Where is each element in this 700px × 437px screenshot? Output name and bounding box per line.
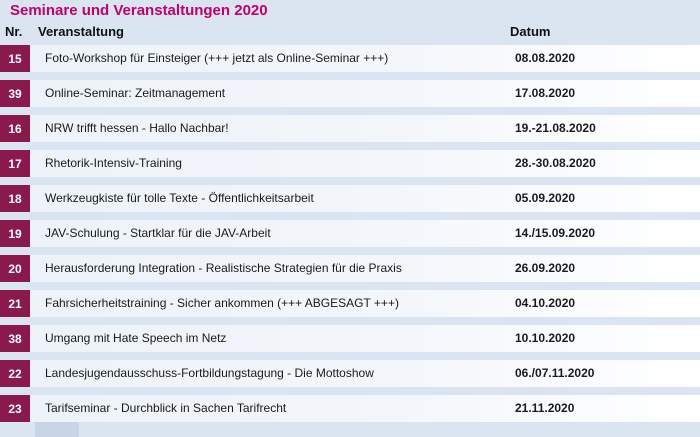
event-title-link[interactable]: Herausforderung Integration - Realistisc… xyxy=(45,261,402,275)
event-row[interactable]: 16 NRW trifft hessen - Hallo Nachbar! 19.-… xyxy=(0,115,700,142)
event-date: 19.-21.08.2020 xyxy=(515,121,596,135)
event-number-badge: 21 xyxy=(0,290,30,317)
event-title-link[interactable]: JAV-Schulung - Startklar für die JAV-Arb… xyxy=(45,226,271,240)
event-number-badge: 18 xyxy=(0,185,30,212)
event-title-link[interactable]: Tarifseminar - Durchblick in Sachen Tari… xyxy=(45,401,287,415)
event-title-link[interactable]: Foto-Workshop für Einsteiger (+++ jetzt … xyxy=(45,51,389,65)
event-date: 10.10.2020 xyxy=(515,331,576,345)
event-title-link[interactable]: Landesjugendausschuss-Fortbildungstagung… xyxy=(45,366,374,380)
event-number-badge: 39 xyxy=(0,80,30,107)
event-row[interactable]: 23 Tarifseminar - Durchblick in Sachen Ta… xyxy=(0,395,700,422)
event-row[interactable]: 19 JAV-Schulung - Startklar für die JAV-A… xyxy=(0,220,700,247)
event-number-badge: 15 xyxy=(0,45,30,72)
table-header: Nr. Veranstaltung Datum xyxy=(0,24,700,42)
event-date: 04.10.2020 xyxy=(515,296,576,310)
event-date: 08.08.2020 xyxy=(515,51,576,65)
event-number-badge: 38 xyxy=(0,325,30,352)
event-number-badge: 16 xyxy=(0,115,30,142)
event-date: 21.11.2020 xyxy=(515,401,575,415)
event-date: 28.-30.08.2020 xyxy=(515,156,596,170)
event-title-link[interactable]: Fahrsicherheitstraining - Sicher ankomme… xyxy=(45,296,399,310)
event-row[interactable]: 17 Rhetorik-Intensiv-Training 28.-30.08.20… xyxy=(0,150,700,177)
event-row[interactable]: 39 Online-Seminar: Zeitmanagement 17.08.20… xyxy=(0,80,700,107)
event-number-badge: 17 xyxy=(0,150,30,177)
scroll-tab[interactable] xyxy=(35,422,79,437)
event-title-link[interactable]: NRW trifft hessen - Hallo Nachbar! xyxy=(45,121,229,135)
event-row[interactable]: 38 Umgang mit Hate Speech im Netz 10.10.20… xyxy=(0,325,700,352)
header-datum: Datum xyxy=(510,24,551,39)
event-row[interactable]: 22 Landesjugendausschuss-Fortbildungstagu… xyxy=(0,360,700,387)
event-row[interactable]: 21 Fahrsicherheitstraining - Sicher ankom… xyxy=(0,290,700,317)
event-number-badge: 19 xyxy=(0,220,30,247)
event-number-badge: 20 xyxy=(0,255,30,282)
event-row[interactable]: 15 Foto-Workshop für Einsteiger (+++ jetz… xyxy=(0,45,700,72)
event-title-link[interactable]: Umgang mit Hate Speech im Netz xyxy=(45,331,227,345)
header-veranstaltung: Veranstaltung xyxy=(38,24,124,39)
event-date: 05.09.2020 xyxy=(515,191,576,205)
event-title-link[interactable]: Werkzeugkiste für tolle Texte - Öffentli… xyxy=(45,191,314,205)
event-date: 17.08.2020 xyxy=(515,86,576,100)
event-title-link[interactable]: Rhetorik-Intensiv-Training xyxy=(45,156,182,170)
event-row[interactable]: 18 Werkzeugkiste für tolle Texte - Öffent… xyxy=(0,185,700,212)
event-title-link[interactable]: Online-Seminar: Zeitmanagement xyxy=(45,86,226,100)
header-nr: Nr. xyxy=(5,24,23,39)
event-date: 14./15.09.2020 xyxy=(515,226,596,240)
page-title: Seminare und Veranstaltungen 2020 xyxy=(10,2,268,19)
event-number-badge: 23 xyxy=(0,395,30,422)
event-number-badge: 22 xyxy=(0,360,30,387)
event-row[interactable]: 20 Herausforderung Integration - Realisti… xyxy=(0,255,700,282)
event-date: 06./07.11.2020 xyxy=(515,366,595,380)
event-date: 26.09.2020 xyxy=(515,261,576,275)
